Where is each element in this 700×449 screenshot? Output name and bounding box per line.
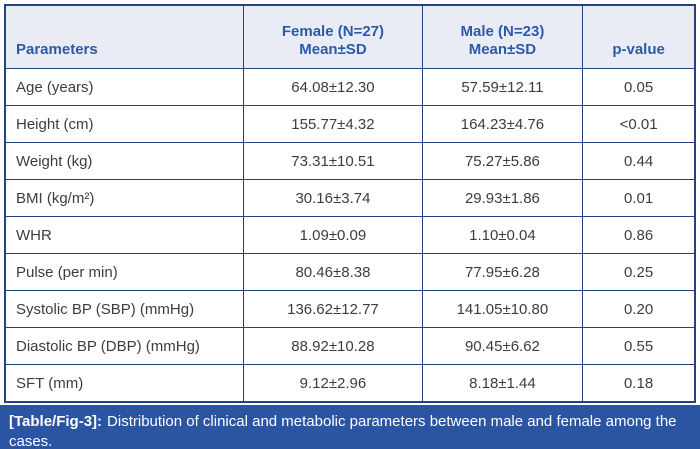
- pvalue-cell: 0.55: [582, 327, 696, 365]
- parameter-cell: BMI (kg/m²): [4, 179, 245, 217]
- table-body: Age (years) 64.08±12.30 57.59±12.11 0.05…: [4, 68, 696, 403]
- table-row: Pulse (per min) 80.46±8.38 77.95±6.28 0.…: [4, 253, 696, 291]
- table-row: BMI (kg/m²) 30.16±3.74 29.93±1.86 0.01: [4, 179, 696, 217]
- pvalue-cell: <0.01: [582, 105, 696, 143]
- pvalue-cell: 0.01: [582, 179, 696, 217]
- table-row: WHR 1.09±0.09 1.10±0.04 0.86: [4, 216, 696, 254]
- female-value-cell: 155.77±4.32: [243, 105, 423, 143]
- pvalue-cell: 0.44: [582, 142, 696, 180]
- column-header-female: Female (N=27) Mean±SD: [243, 4, 423, 69]
- female-value-cell: 9.12±2.96: [243, 364, 423, 403]
- pvalue-cell: 0.05: [582, 68, 696, 106]
- parameter-cell: Weight (kg): [4, 142, 245, 180]
- column-header-pvalue: p-value: [582, 4, 696, 69]
- male-value-cell: 75.27±5.86: [421, 142, 584, 180]
- male-value-cell: 57.59±12.11: [421, 68, 584, 106]
- parameter-cell: SFT (mm): [4, 364, 245, 403]
- pvalue-cell: 0.86: [582, 216, 696, 254]
- table-row: SFT (mm) 9.12±2.96 8.18±1.44 0.18: [4, 364, 696, 403]
- table-header: Parameters Female (N=27) Mean±SD Male (N…: [4, 4, 696, 69]
- parameter-cell: Diastolic BP (DBP) (mmHg): [4, 327, 245, 365]
- male-value-cell: 29.93±1.86: [421, 179, 584, 217]
- parameter-cell: Pulse (per min): [4, 253, 245, 291]
- table-row: Weight (kg) 73.31±10.51 75.27±5.86 0.44: [4, 142, 696, 180]
- male-value-cell: 8.18±1.44: [421, 364, 584, 403]
- parameter-cell: Systolic BP (SBP) (mmHg): [4, 290, 245, 328]
- female-value-cell: 30.16±3.74: [243, 179, 423, 217]
- parameter-cell: Age (years): [4, 68, 245, 106]
- column-header-male-sublabel: Mean±SD: [468, 41, 537, 59]
- table-row: Age (years) 64.08±12.30 57.59±12.11 0.05: [4, 68, 696, 106]
- table-row: Diastolic BP (DBP) (mmHg) 88.92±10.28 90…: [4, 327, 696, 365]
- table-caption: [Table/Fig-3]: Distribution of clinical a…: [0, 405, 700, 449]
- parameter-cell: Height (cm): [4, 105, 245, 143]
- header-row: Parameters Female (N=27) Mean±SD Male (N…: [4, 4, 696, 69]
- male-value-cell: 141.05±10.80: [421, 290, 584, 328]
- female-value-cell: 88.92±10.28: [243, 327, 423, 365]
- parameters-table: Parameters Female (N=27) Mean±SD Male (N…: [4, 4, 696, 403]
- table-row: Systolic BP (SBP) (mmHg) 136.62±12.77 14…: [4, 290, 696, 328]
- parameter-cell: WHR: [4, 216, 245, 254]
- female-value-cell: 1.09±0.09: [243, 216, 423, 254]
- caption-text: Distribution of clinical and metabolic p…: [9, 413, 677, 449]
- pvalue-cell: 0.20: [582, 290, 696, 328]
- male-value-cell: 164.23±4.76: [421, 105, 584, 143]
- pvalue-cell: 0.25: [582, 253, 696, 291]
- column-header-female-label: Female (N=27): [281, 22, 385, 40]
- table-row: Height (cm) 155.77±4.32 164.23±4.76 <0.0…: [4, 105, 696, 143]
- column-header-female-sublabel: Mean±SD: [299, 41, 367, 59]
- female-value-cell: 64.08±12.30: [243, 68, 423, 106]
- column-header-male: Male (N=23) Mean±SD: [421, 4, 584, 69]
- male-value-cell: 77.95±6.28: [421, 253, 584, 291]
- male-value-cell: 90.45±6.62: [421, 327, 584, 365]
- column-header-male-label: Male (N=23): [460, 22, 545, 40]
- female-value-cell: 73.31±10.51: [243, 142, 423, 180]
- column-header-parameters: Parameters: [4, 4, 245, 69]
- female-value-cell: 136.62±12.77: [243, 290, 423, 328]
- caption-label: [Table/Fig-3]:: [9, 413, 103, 430]
- female-value-cell: 80.46±8.38: [243, 253, 423, 291]
- male-value-cell: 1.10±0.04: [421, 216, 584, 254]
- pvalue-cell: 0.18: [582, 364, 696, 403]
